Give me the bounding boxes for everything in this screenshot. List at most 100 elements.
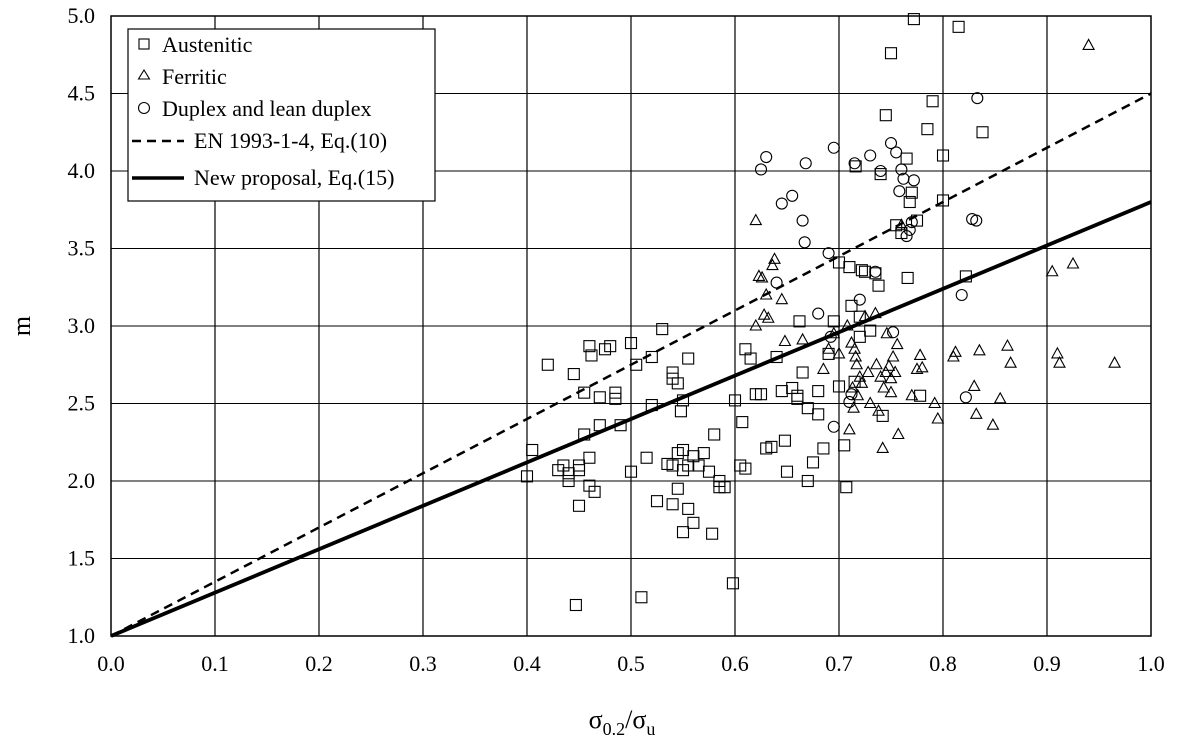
duplex-point [796, 214, 809, 227]
ferritic-point [967, 379, 981, 392]
austenitic-point [754, 388, 768, 401]
duplex-point [884, 137, 898, 150]
ferritic-point [858, 309, 872, 322]
austenitic-point [874, 168, 887, 181]
austenitic-point [926, 95, 939, 108]
x-tick-label: 0.8 [929, 651, 957, 676]
austenitic-point [952, 20, 965, 33]
austenitic-point [666, 498, 679, 511]
x-tick-label: 0.2 [305, 651, 333, 676]
austenitic-point [884, 47, 898, 60]
duplex-point [754, 163, 768, 176]
austenitic-point [692, 459, 705, 472]
austenitic-point [901, 271, 914, 285]
austenitic-point [526, 443, 539, 457]
x-tick-label: 0.4 [513, 651, 541, 676]
ferritic-point [1053, 356, 1066, 368]
duplex-point [812, 307, 825, 320]
austenitic-point [817, 442, 830, 455]
ferritic-point [861, 365, 875, 378]
duplex-point [874, 164, 887, 178]
austenitic-point [832, 256, 846, 269]
ferritic-point [822, 342, 836, 354]
austenitic-point [697, 447, 710, 460]
y-tick-label: 2.5 [68, 391, 96, 416]
ferritic-point [840, 318, 854, 331]
ferritic-point [851, 388, 865, 401]
austenitic-point [583, 340, 596, 353]
ferritic-point [816, 362, 830, 374]
ferritic-point [870, 357, 883, 370]
duplex-point [822, 247, 835, 260]
new-proposal-line [110, 200, 1152, 638]
plot-area-border [110, 15, 1152, 637]
x-axis-title-symbol: σ [589, 705, 603, 734]
austenitic-point [572, 499, 586, 512]
legend-label-austenitic: Austenitic [162, 32, 253, 57]
ferritic-point [845, 335, 858, 348]
ferritic-point [877, 380, 891, 393]
ferritic-point [915, 360, 929, 373]
ferritic-point [752, 269, 766, 281]
austenitic-point [706, 527, 719, 540]
x-tick-label: 0.9 [1033, 651, 1061, 676]
austenitic-point [562, 467, 575, 480]
duplex-point [893, 185, 906, 198]
x-axis-title-subscript-1: 0.2 [603, 719, 626, 739]
ferritic-point [832, 346, 846, 359]
austenitic-point [843, 261, 856, 274]
ferritic-point [894, 218, 908, 230]
duplex-point [970, 214, 983, 227]
austenitic-point [903, 195, 916, 209]
austenitic-point [676, 394, 690, 407]
austenitic-point [656, 323, 669, 336]
grid-layer [111, 16, 1151, 636]
duplex-point [869, 265, 882, 278]
duplex-point [864, 149, 877, 162]
ferritic-point [969, 407, 983, 419]
austenitic-point [853, 310, 866, 323]
austenitic-point [872, 279, 885, 292]
austenitic-point [791, 392, 804, 405]
ferritic-point [884, 385, 898, 398]
ferritic-point [905, 388, 919, 401]
austenitic-point [682, 502, 695, 515]
duplex-point [959, 391, 972, 404]
austenitic-point [796, 366, 809, 379]
y-tick-label: 2.0 [68, 468, 96, 493]
duplex-point [971, 92, 984, 105]
austenitic-point [614, 419, 627, 432]
ferritic-point [1108, 356, 1122, 368]
ferritic-point [872, 404, 885, 416]
ferritic-point [761, 311, 775, 323]
tick-labels-layer: 0.0 0.1 0.2 0.3 0.4 0.5 0.6 0.7 0.8 0.9 1.0 1.0 1.5 2… [68, 3, 1165, 676]
austenitic-point [718, 481, 731, 494]
ferritic-point [796, 332, 810, 345]
ferritic-point [749, 318, 763, 331]
ferritic-point [768, 252, 781, 264]
austenitic-point [726, 577, 739, 590]
duplex-point [827, 420, 840, 433]
duplex-point [890, 146, 903, 159]
austenitic-point [736, 416, 749, 429]
ferritic-point [890, 337, 904, 350]
austenitic-point [778, 434, 791, 447]
ferritic-point [1045, 264, 1059, 277]
x-axis-title-divider: /σ [625, 705, 646, 734]
duplex-point [798, 236, 811, 249]
austenitic-point [609, 392, 622, 405]
x-tick-label: 0.1 [201, 651, 229, 676]
austenitic-point [702, 465, 716, 478]
ferritic-point [986, 418, 1000, 430]
austenitic-point [640, 451, 653, 464]
austenitic-point [853, 330, 866, 343]
austenitic-point [674, 405, 687, 418]
austenitic-point [801, 402, 814, 415]
ferritic-point [910, 362, 924, 374]
austenitic-point [624, 465, 638, 478]
ferritic-point [775, 292, 789, 305]
x-axis-title-subscript-2: u [646, 719, 655, 739]
duplex-point [853, 293, 866, 306]
x-tick-label: 1.0 [1137, 651, 1165, 676]
